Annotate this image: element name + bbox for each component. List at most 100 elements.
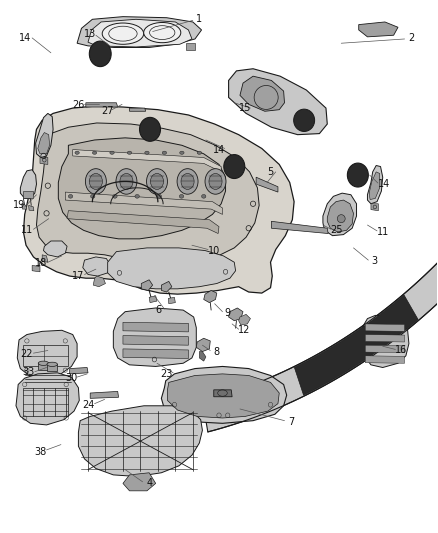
Ellipse shape	[89, 173, 102, 189]
Polygon shape	[23, 106, 294, 294]
Ellipse shape	[110, 151, 114, 155]
Ellipse shape	[181, 173, 194, 189]
Polygon shape	[38, 133, 49, 154]
Text: 14: 14	[18, 33, 31, 43]
Polygon shape	[40, 158, 48, 165]
Polygon shape	[240, 76, 285, 111]
Polygon shape	[42, 255, 48, 262]
Ellipse shape	[85, 168, 106, 194]
Text: 18: 18	[35, 258, 47, 268]
Polygon shape	[323, 193, 357, 236]
Polygon shape	[73, 150, 221, 172]
Polygon shape	[86, 103, 118, 107]
Ellipse shape	[347, 163, 368, 187]
Ellipse shape	[147, 168, 167, 194]
Polygon shape	[70, 368, 88, 374]
Polygon shape	[362, 316, 409, 368]
Text: 38: 38	[34, 447, 46, 456]
Ellipse shape	[209, 173, 222, 189]
Text: 24: 24	[82, 400, 94, 410]
Polygon shape	[168, 297, 175, 304]
Polygon shape	[21, 204, 27, 209]
Ellipse shape	[92, 151, 97, 155]
Polygon shape	[365, 335, 405, 342]
Text: 10: 10	[208, 246, 220, 255]
Polygon shape	[113, 308, 196, 367]
Ellipse shape	[157, 195, 162, 198]
Polygon shape	[28, 205, 34, 211]
Polygon shape	[167, 374, 279, 418]
Polygon shape	[17, 330, 77, 377]
Ellipse shape	[293, 109, 314, 132]
Ellipse shape	[91, 195, 95, 198]
Ellipse shape	[162, 151, 166, 155]
Polygon shape	[47, 365, 57, 370]
Ellipse shape	[127, 151, 132, 155]
Polygon shape	[90, 47, 99, 53]
Ellipse shape	[140, 117, 160, 141]
Polygon shape	[36, 123, 259, 264]
Ellipse shape	[120, 173, 133, 189]
Polygon shape	[256, 177, 278, 192]
Polygon shape	[229, 69, 327, 135]
Polygon shape	[272, 221, 328, 233]
Polygon shape	[93, 276, 106, 287]
Ellipse shape	[116, 168, 137, 194]
Text: 33: 33	[22, 367, 34, 377]
Text: 11: 11	[21, 225, 33, 236]
Polygon shape	[229, 308, 243, 321]
Text: 6: 6	[155, 305, 162, 315]
Polygon shape	[196, 338, 210, 352]
Ellipse shape	[102, 23, 144, 44]
Text: 7: 7	[288, 417, 294, 427]
Ellipse shape	[179, 195, 184, 198]
Polygon shape	[123, 336, 188, 345]
Text: 1: 1	[196, 14, 202, 25]
Text: 13: 13	[84, 29, 96, 39]
Ellipse shape	[205, 168, 226, 194]
Ellipse shape	[177, 168, 198, 194]
Text: 25: 25	[331, 225, 343, 236]
Text: 23: 23	[160, 369, 173, 379]
Text: 4: 4	[146, 478, 152, 488]
Polygon shape	[123, 322, 188, 332]
Polygon shape	[43, 241, 67, 257]
Polygon shape	[16, 373, 79, 425]
Polygon shape	[371, 204, 378, 211]
Text: 5: 5	[267, 167, 274, 177]
Text: 2: 2	[408, 33, 414, 43]
Polygon shape	[369, 172, 380, 199]
Text: 22: 22	[21, 349, 33, 359]
Polygon shape	[83, 257, 111, 276]
Ellipse shape	[180, 151, 184, 155]
Polygon shape	[123, 473, 155, 491]
Text: 26: 26	[72, 100, 85, 110]
Polygon shape	[294, 295, 418, 395]
Ellipse shape	[135, 195, 139, 198]
Polygon shape	[327, 200, 353, 232]
Ellipse shape	[113, 195, 117, 198]
Text: 16: 16	[396, 345, 408, 356]
Ellipse shape	[201, 195, 206, 198]
Polygon shape	[186, 43, 195, 50]
Polygon shape	[141, 280, 152, 290]
Text: 19: 19	[13, 200, 25, 211]
Polygon shape	[78, 406, 202, 477]
Polygon shape	[359, 22, 398, 37]
Text: 3: 3	[371, 256, 377, 266]
Text: 11: 11	[377, 227, 389, 237]
Polygon shape	[108, 248, 236, 289]
Polygon shape	[58, 138, 226, 239]
Polygon shape	[149, 296, 157, 303]
Polygon shape	[214, 390, 232, 397]
Polygon shape	[88, 19, 192, 47]
Text: 15: 15	[239, 103, 251, 113]
Polygon shape	[32, 265, 40, 272]
Polygon shape	[239, 314, 251, 325]
Polygon shape	[367, 165, 383, 204]
Polygon shape	[199, 352, 206, 361]
Polygon shape	[22, 191, 33, 198]
Text: 14: 14	[378, 179, 390, 189]
Ellipse shape	[145, 151, 149, 155]
Polygon shape	[161, 367, 287, 423]
